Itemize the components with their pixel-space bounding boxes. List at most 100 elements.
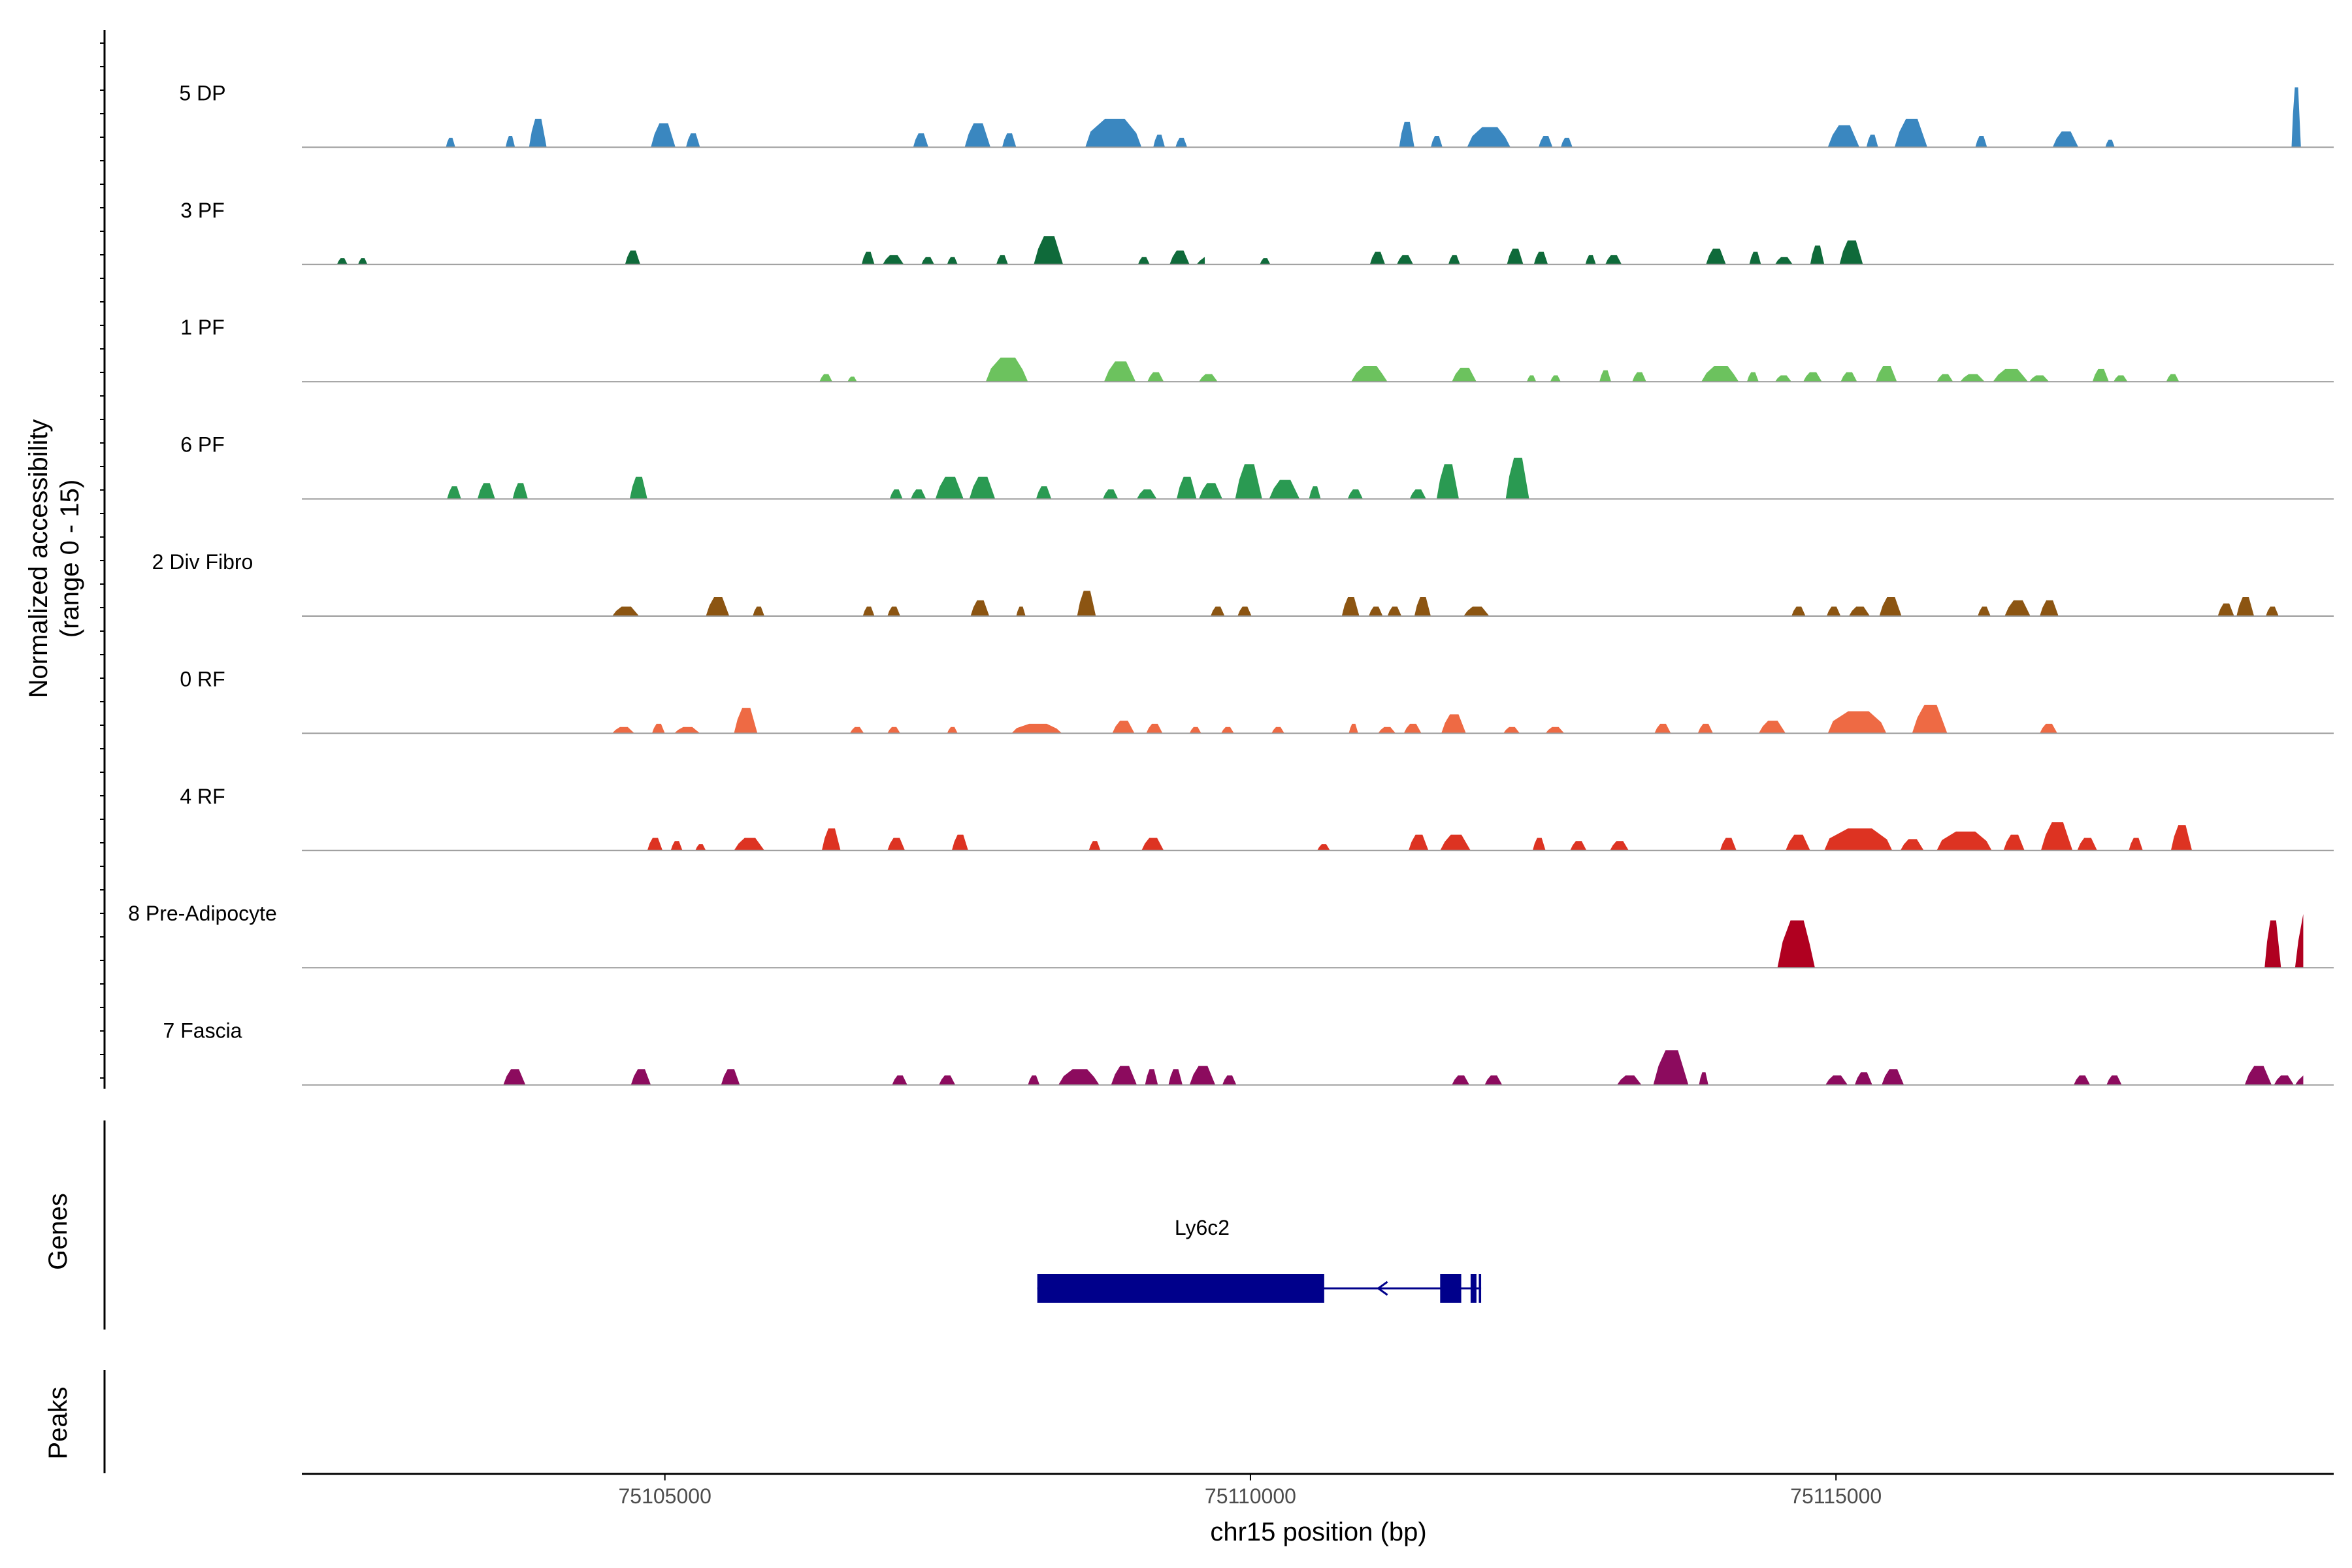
gene-name-label: Ly6c2 <box>1175 1216 1230 1239</box>
coverage-peak <box>1876 366 1897 382</box>
coverage-peak <box>1309 486 1321 499</box>
coverage-peak <box>1011 723 1062 734</box>
coverage-peak <box>1351 366 1388 382</box>
coverage-peak <box>1396 255 1414 265</box>
coverage-peak <box>1399 122 1414 148</box>
coverage-peak <box>1599 370 1612 382</box>
coverage-peak <box>947 727 958 734</box>
coverage-peak <box>964 123 990 148</box>
coverage-peak <box>1545 727 1565 734</box>
coverage-peak <box>1560 137 1573 148</box>
coverage-peak <box>503 1069 526 1085</box>
coverage-peak <box>1848 606 1870 616</box>
coverage-peak <box>1199 483 1222 499</box>
coverage-peak <box>1526 375 1537 382</box>
coverage-peak <box>1210 606 1225 616</box>
coverage-peak <box>1221 727 1234 734</box>
coverage-peak <box>1260 258 1271 265</box>
coverage-peak <box>1503 727 1520 734</box>
coverage-peak <box>2129 838 2143 851</box>
coverage-peak <box>1538 136 1553 148</box>
coverage-peak <box>685 133 700 148</box>
track-label: 6 PF <box>180 433 225 457</box>
coverage-peak <box>1189 727 1201 734</box>
coverage-peak <box>1758 721 1786 734</box>
coverage-peak <box>2236 597 2255 616</box>
y-axis-label: Normalized accessibility (range 0 - 15) <box>24 419 84 698</box>
coverage-peak <box>512 483 528 499</box>
coverage-peak <box>1430 136 1443 148</box>
coverage-peak <box>2295 1075 2304 1085</box>
gene-strand-arrow <box>1377 1281 1388 1296</box>
coverage-peak <box>1103 361 1136 382</box>
coverage-peak <box>1058 1069 1100 1085</box>
coverage-peak <box>1632 372 1646 382</box>
coverage-peak <box>1866 135 1878 148</box>
coverage-peak <box>939 1075 956 1085</box>
coverage-peak <box>2166 374 2180 382</box>
coverage-peak <box>625 250 641 265</box>
gene-exon <box>1478 1274 1482 1303</box>
coverage-peak <box>1085 118 1142 148</box>
coverage-peak <box>1699 1072 1708 1085</box>
coverage-peak <box>2266 606 2279 616</box>
coverage-peak <box>2052 131 2079 148</box>
coverage-peak <box>969 476 996 499</box>
coverage-peak <box>819 374 833 382</box>
coverage-peak <box>2114 375 2128 382</box>
coverage-peak <box>1408 834 1429 851</box>
coverage-peak <box>446 137 455 148</box>
coverage-peak <box>651 123 676 148</box>
coverage-peak <box>2074 1075 2091 1085</box>
coverage-peak <box>1570 841 1587 851</box>
coverage-peak <box>1585 255 1596 265</box>
track-5: 2 Div Fibro <box>152 550 2334 617</box>
coverage-peak <box>1839 240 1863 265</box>
coverage-peak <box>1653 1050 1689 1085</box>
coverage-peak <box>1414 597 1431 616</box>
coverage-peak <box>1387 606 1402 616</box>
coverage-peak <box>2105 139 2115 148</box>
coverage-peak <box>1654 723 1671 734</box>
coverage-peak <box>1810 245 1825 265</box>
coverage-peak <box>1440 834 1471 851</box>
coverage-peak <box>1341 597 1360 616</box>
coverage-peak <box>883 255 904 265</box>
coverage-peak <box>889 489 903 499</box>
coverage-peak <box>1610 841 1629 851</box>
coverage-peak <box>1746 372 1759 382</box>
coverage-peak <box>2040 822 2073 851</box>
coverage-peak <box>1317 844 1330 851</box>
coverage-peak <box>734 708 758 734</box>
coverage-peak <box>670 841 683 851</box>
coverage-peak <box>2274 1075 2295 1085</box>
coverage-peak <box>1467 127 1511 148</box>
coverage-peak <box>1137 489 1157 499</box>
coverage-peak <box>1827 125 1860 148</box>
coverage-peak <box>2244 1066 2272 1085</box>
coverage-peak <box>849 727 864 734</box>
coverage-peak <box>529 118 547 148</box>
coverage-peak <box>1175 137 1188 148</box>
coverage-peak <box>674 727 700 734</box>
coverage-peak <box>1452 1075 1470 1085</box>
gene-panel: Ly6c2 <box>103 1120 1482 1473</box>
coverage-peak <box>1147 372 1164 382</box>
coverage-peak <box>1145 1069 1158 1085</box>
coverage-peak <box>1436 464 1459 499</box>
coverage-peak <box>612 606 640 616</box>
track-label: 1 PF <box>180 316 225 339</box>
coverage-peak <box>1550 375 1561 382</box>
gene-exon <box>1440 1274 1462 1303</box>
coverage-peak <box>947 257 958 265</box>
coverage-peak <box>887 606 900 616</box>
coverage-peak <box>1222 1075 1237 1085</box>
coverage-peak <box>1616 1075 1642 1085</box>
coverage-peak <box>651 723 665 734</box>
x-axis: 75105000 75110000 75115000 <box>302 1473 2334 1508</box>
coverage-peak <box>1912 704 1948 734</box>
track-7: 4 RF <box>180 785 2334 851</box>
coverage-peak <box>1269 480 1300 499</box>
coverage-peak <box>921 257 934 265</box>
coverage-peak <box>970 600 990 616</box>
